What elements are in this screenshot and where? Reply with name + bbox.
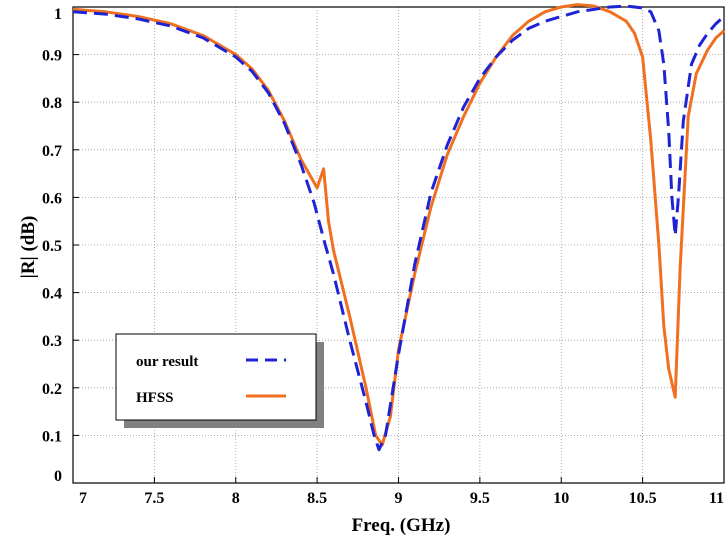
x-tick-label: 8.5 <box>307 490 327 507</box>
y-tick-label: 0.7 <box>42 143 62 160</box>
x-tick-label: 7 <box>79 490 87 507</box>
x-tick-label: 10 <box>553 490 569 507</box>
y-tick-label: 1 <box>54 6 62 23</box>
x-tick-label: 9 <box>395 490 403 507</box>
y-tick-label: 0.5 <box>42 238 62 255</box>
y-tick-label: 0.1 <box>42 428 62 445</box>
y-tick-label: 0.4 <box>42 286 62 303</box>
y-tick-label: 0.6 <box>42 190 62 207</box>
y-tick-label: 0.3 <box>42 333 62 350</box>
series-layer <box>72 3 725 452</box>
y-tick-label: 0 <box>54 468 62 485</box>
legend: our result HFSS <box>115 333 324 428</box>
y-tick-label: 0.2 <box>42 381 62 398</box>
y-tick-label: 0.8 <box>42 95 62 112</box>
legend-box <box>115 333 317 421</box>
x-tick-label: 9.5 <box>470 490 490 507</box>
series-line-our-result <box>72 4 725 452</box>
x-tick-label: 11 <box>709 490 724 507</box>
axis-ticks: 7 7.5 8 8.5 9 9.5 10 10.5 11 0 0.1 0.2 0.3 0.4 0.5 0.6 0… <box>42 6 725 507</box>
legend-label-our-result: our result <box>136 354 198 370</box>
legend-label-hfss: HFSS <box>136 390 174 406</box>
y-axis-label: |R| (dB) <box>18 216 39 279</box>
x-axis-label: Freq. (GHz) <box>352 515 451 536</box>
x-tick-label: 8 <box>232 490 240 507</box>
x-tick-label: 7.5 <box>144 490 164 507</box>
y-tick-label: 0.9 <box>42 48 62 65</box>
x-tick-label: 10.5 <box>629 490 657 507</box>
